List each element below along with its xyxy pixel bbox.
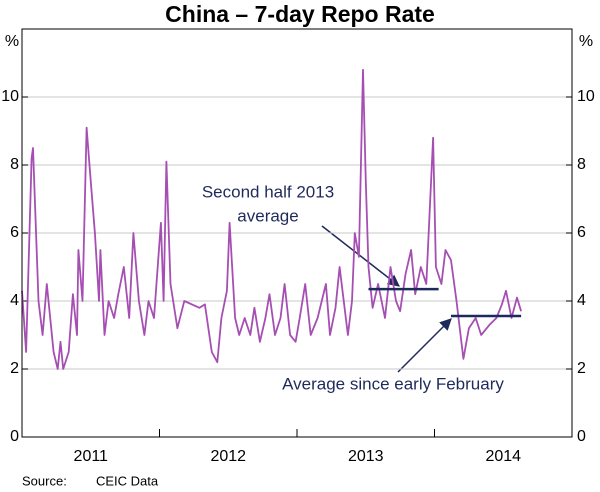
x-tick-label: 2012 (210, 448, 246, 465)
arrow (397, 318, 452, 373)
y-tick-label: 0 (10, 428, 19, 445)
y-tick-label-right: 4 (577, 292, 586, 309)
arrow (321, 225, 400, 287)
x-tick-label: 2014 (485, 448, 521, 465)
y-unit-right: % (579, 33, 593, 50)
x-tick-label: 2011 (74, 448, 109, 465)
annotation: average (237, 206, 298, 225)
y-tick-label-right: 0 (577, 428, 586, 445)
annotation: Average since early February (282, 374, 504, 393)
annotation: Second half 2013 (202, 182, 334, 201)
y-tick-label-right: 8 (577, 156, 586, 173)
plot-frame (21, 28, 573, 438)
line (21, 68, 522, 370)
y-tick-label-right: 10 (577, 88, 595, 105)
chart-title: China – 7-day Repo Rate (165, 1, 435, 27)
y-tick-label-right: 6 (577, 224, 586, 241)
y-tick-label-right: 2 (577, 360, 586, 377)
source: CEIC Data (96, 473, 159, 488)
y-tick-label: 2 (10, 360, 19, 377)
y-tick-label: 10 (1, 88, 19, 105)
y-tick-label: 6 (10, 224, 19, 241)
y-tick-label: 8 (10, 156, 19, 173)
source-label: Source: (22, 473, 67, 488)
x-tick-label: 2013 (348, 448, 384, 465)
y-tick-label: 4 (10, 292, 19, 309)
y-unit-left: % (5, 33, 19, 50)
